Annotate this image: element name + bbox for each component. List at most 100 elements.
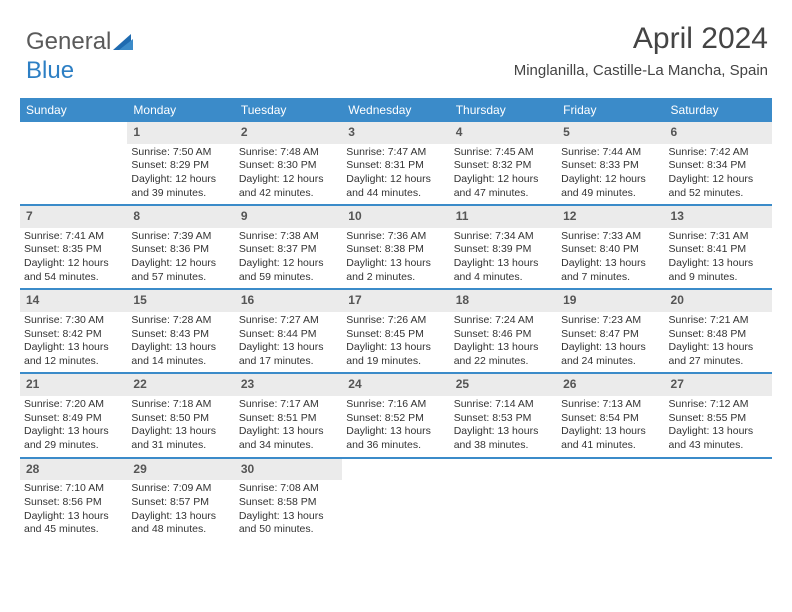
sunset-text: Sunset: 8:37 PM	[239, 243, 338, 257]
calendar-cell: 2Sunrise: 7:48 AMSunset: 8:30 PMDaylight…	[235, 122, 342, 204]
sunset-text: Sunset: 8:35 PM	[24, 243, 123, 257]
day-info: Sunrise: 7:20 AMSunset: 8:49 PMDaylight:…	[20, 396, 127, 457]
day-info: Sunrise: 7:10 AMSunset: 8:56 PMDaylight:…	[20, 480, 127, 541]
sunset-text: Sunset: 8:42 PM	[24, 328, 123, 342]
calendar-cell: 17Sunrise: 7:26 AMSunset: 8:45 PMDayligh…	[342, 290, 449, 372]
sunset-text: Sunset: 8:46 PM	[454, 328, 553, 342]
sunset-text: Sunset: 8:33 PM	[561, 159, 660, 173]
sunset-text: Sunset: 8:47 PM	[561, 328, 660, 342]
day-number: 21	[20, 374, 127, 396]
daylight-text: Daylight: 13 hours and 36 minutes.	[346, 425, 445, 452]
daylight-text: Daylight: 13 hours and 9 minutes.	[669, 257, 768, 284]
header: April 2024 Minglanilla, Castille-La Manc…	[514, 22, 768, 79]
calendar-cell: 8Sunrise: 7:39 AMSunset: 8:36 PMDaylight…	[127, 206, 234, 288]
daylight-text: Daylight: 13 hours and 4 minutes.	[454, 257, 553, 284]
day-info: Sunrise: 7:34 AMSunset: 8:39 PMDaylight:…	[450, 228, 557, 289]
calendar-week: 28Sunrise: 7:10 AMSunset: 8:56 PMDayligh…	[20, 457, 772, 541]
sunset-text: Sunset: 8:31 PM	[346, 159, 445, 173]
day-header: Tuesday	[235, 98, 342, 122]
sunrise-text: Sunrise: 7:17 AM	[239, 398, 338, 412]
calendar-cell: 21Sunrise: 7:20 AMSunset: 8:49 PMDayligh…	[20, 374, 127, 456]
day-number: 16	[235, 290, 342, 312]
day-number: 15	[127, 290, 234, 312]
calendar-cell: 5Sunrise: 7:44 AMSunset: 8:33 PMDaylight…	[557, 122, 664, 204]
calendar-cell	[342, 459, 449, 541]
calendar-cell: 10Sunrise: 7:36 AMSunset: 8:38 PMDayligh…	[342, 206, 449, 288]
calendar-cell: 16Sunrise: 7:27 AMSunset: 8:44 PMDayligh…	[235, 290, 342, 372]
day-number: 2	[235, 122, 342, 144]
calendar-cell	[665, 459, 772, 541]
sunset-text: Sunset: 8:34 PM	[669, 159, 768, 173]
sunset-text: Sunset: 8:36 PM	[131, 243, 230, 257]
day-header: Sunday	[20, 98, 127, 122]
sunrise-text: Sunrise: 7:34 AM	[454, 230, 553, 244]
calendar-cell: 3Sunrise: 7:47 AMSunset: 8:31 PMDaylight…	[342, 122, 449, 204]
daylight-text: Daylight: 12 hours and 47 minutes.	[454, 173, 553, 200]
calendar-cell	[20, 122, 127, 204]
sunset-text: Sunset: 8:57 PM	[131, 496, 230, 510]
sunset-text: Sunset: 8:40 PM	[561, 243, 660, 257]
calendar-cell: 23Sunrise: 7:17 AMSunset: 8:51 PMDayligh…	[235, 374, 342, 456]
sunrise-text: Sunrise: 7:26 AM	[346, 314, 445, 328]
calendar-cell: 22Sunrise: 7:18 AMSunset: 8:50 PMDayligh…	[127, 374, 234, 456]
daylight-text: Daylight: 12 hours and 59 minutes.	[239, 257, 338, 284]
calendar-cell: 26Sunrise: 7:13 AMSunset: 8:54 PMDayligh…	[557, 374, 664, 456]
sunset-text: Sunset: 8:38 PM	[346, 243, 445, 257]
calendar-cell: 30Sunrise: 7:08 AMSunset: 8:58 PMDayligh…	[235, 459, 342, 541]
sunset-text: Sunset: 8:48 PM	[669, 328, 768, 342]
day-number: 18	[450, 290, 557, 312]
sunrise-text: Sunrise: 7:24 AM	[454, 314, 553, 328]
sunset-text: Sunset: 8:53 PM	[454, 412, 553, 426]
day-number: 23	[235, 374, 342, 396]
sunset-text: Sunset: 8:52 PM	[346, 412, 445, 426]
sunrise-text: Sunrise: 7:38 AM	[239, 230, 338, 244]
day-number: 4	[450, 122, 557, 144]
day-info: Sunrise: 7:27 AMSunset: 8:44 PMDaylight:…	[235, 312, 342, 373]
daylight-text: Daylight: 13 hours and 22 minutes.	[454, 341, 553, 368]
sunset-text: Sunset: 8:58 PM	[239, 496, 338, 510]
sunrise-text: Sunrise: 7:30 AM	[24, 314, 123, 328]
calendar-cell: 11Sunrise: 7:34 AMSunset: 8:39 PMDayligh…	[450, 206, 557, 288]
sunrise-text: Sunrise: 7:23 AM	[561, 314, 660, 328]
sunrise-text: Sunrise: 7:39 AM	[131, 230, 230, 244]
sunset-text: Sunset: 8:30 PM	[239, 159, 338, 173]
calendar-cell: 12Sunrise: 7:33 AMSunset: 8:40 PMDayligh…	[557, 206, 664, 288]
day-info: Sunrise: 7:39 AMSunset: 8:36 PMDaylight:…	[127, 228, 234, 289]
calendar-cell: 19Sunrise: 7:23 AMSunset: 8:47 PMDayligh…	[557, 290, 664, 372]
logo-sail-icon	[113, 29, 135, 57]
day-header: Wednesday	[342, 98, 449, 122]
calendar-week: 21Sunrise: 7:20 AMSunset: 8:49 PMDayligh…	[20, 372, 772, 456]
logo: General Blue	[26, 28, 135, 85]
day-number: 17	[342, 290, 449, 312]
daylight-text: Daylight: 13 hours and 45 minutes.	[24, 510, 123, 537]
sunset-text: Sunset: 8:39 PM	[454, 243, 553, 257]
daylight-text: Daylight: 12 hours and 54 minutes.	[24, 257, 123, 284]
daylight-text: Daylight: 13 hours and 50 minutes.	[239, 510, 338, 537]
day-info: Sunrise: 7:36 AMSunset: 8:38 PMDaylight:…	[342, 228, 449, 289]
day-number: 11	[450, 206, 557, 228]
sunset-text: Sunset: 8:44 PM	[239, 328, 338, 342]
day-info: Sunrise: 7:17 AMSunset: 8:51 PMDaylight:…	[235, 396, 342, 457]
sunset-text: Sunset: 8:41 PM	[669, 243, 768, 257]
sunset-text: Sunset: 8:51 PM	[239, 412, 338, 426]
day-header: Friday	[557, 98, 664, 122]
day-number: 30	[235, 459, 342, 481]
day-info: Sunrise: 7:12 AMSunset: 8:55 PMDaylight:…	[665, 396, 772, 457]
day-number: 12	[557, 206, 664, 228]
daylight-text: Daylight: 13 hours and 7 minutes.	[561, 257, 660, 284]
sunrise-text: Sunrise: 7:42 AM	[669, 146, 768, 160]
sunrise-text: Sunrise: 7:16 AM	[346, 398, 445, 412]
day-info: Sunrise: 7:21 AMSunset: 8:48 PMDaylight:…	[665, 312, 772, 373]
daylight-text: Daylight: 13 hours and 27 minutes.	[669, 341, 768, 368]
day-number: 7	[20, 206, 127, 228]
calendar-week: 1Sunrise: 7:50 AMSunset: 8:29 PMDaylight…	[20, 122, 772, 204]
day-info: Sunrise: 7:31 AMSunset: 8:41 PMDaylight:…	[665, 228, 772, 289]
daylight-text: Daylight: 13 hours and 2 minutes.	[346, 257, 445, 284]
sunset-text: Sunset: 8:50 PM	[131, 412, 230, 426]
daylight-text: Daylight: 12 hours and 44 minutes.	[346, 173, 445, 200]
sunset-text: Sunset: 8:43 PM	[131, 328, 230, 342]
sunrise-text: Sunrise: 7:10 AM	[24, 482, 123, 496]
sunset-text: Sunset: 8:55 PM	[669, 412, 768, 426]
day-header-row: Sunday Monday Tuesday Wednesday Thursday…	[20, 98, 772, 122]
day-info: Sunrise: 7:28 AMSunset: 8:43 PMDaylight:…	[127, 312, 234, 373]
